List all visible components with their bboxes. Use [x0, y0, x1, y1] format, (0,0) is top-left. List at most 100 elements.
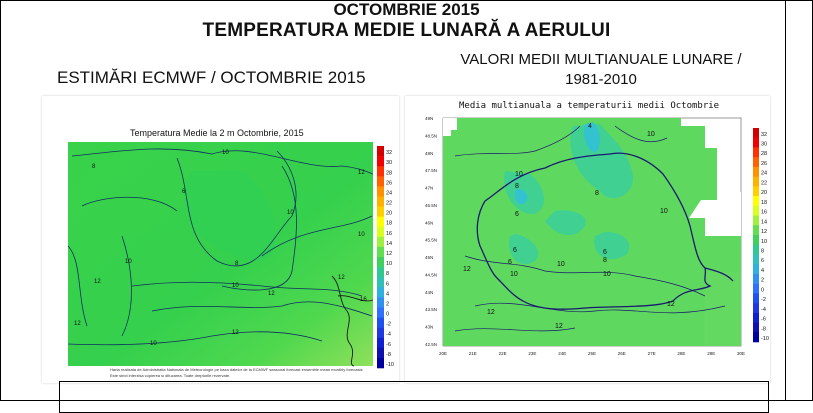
ecmwf-contour-label: 8 — [235, 261, 239, 267]
colorbar-label: 28 — [386, 170, 392, 176]
colorbar-swatch — [753, 312, 759, 323]
colorbar-label: 10 — [761, 239, 767, 245]
colorbar-label: -4 — [761, 307, 766, 313]
clim-contour-label: 8 — [515, 183, 519, 190]
clim-contour-label: 10 — [557, 261, 565, 268]
colorbar-label: 20 — [761, 190, 767, 196]
ecmwf-contour-label: 12 — [358, 170, 365, 176]
colorbar-label: 16 — [761, 210, 767, 216]
colorbar-label: 26 — [386, 180, 392, 186]
lon-ticks: 20E 21E 22E 23E 24E 25E 26E 27E 28E 29E 30E — [439, 351, 745, 356]
clim-contour-label: 6 — [603, 249, 607, 256]
colorbar-label: -10 — [761, 336, 769, 342]
colorbar-swatch — [377, 246, 384, 258]
colorbar-label: 14 — [386, 241, 392, 247]
colorbar-label: 18 — [761, 200, 767, 206]
clim-contour-label: 8 — [595, 190, 599, 197]
lon-tick-label: 21E — [469, 351, 477, 356]
ecmwf-contour-label: 10 — [150, 341, 157, 347]
colorbar-swatch — [753, 166, 759, 177]
clim-contour-label: 12 — [667, 301, 675, 308]
clim-contour-label: 10 — [515, 171, 523, 178]
lat-tick-label: 49N — [425, 116, 433, 121]
colorbar-label: 8 — [761, 249, 764, 255]
colorbar-label: -8 — [761, 326, 766, 332]
colorbar-swatch — [753, 254, 759, 265]
lat-tick-label: 48.5N — [425, 133, 437, 138]
clim-contour-label: 10 — [603, 271, 611, 278]
colorbar-swatch — [377, 206, 384, 217]
colorbar-label: 8 — [386, 271, 389, 277]
ecmwf-footnote-2: Este strict interzisa copierea si difuza… — [110, 373, 231, 378]
lon-tick-label: 29E — [707, 351, 715, 356]
lon-tick-label: 28E — [677, 351, 685, 356]
climatology-map-title: Media multianuala a temperaturii medii O… — [459, 101, 720, 111]
no-data-nw — [443, 118, 457, 136]
colorbar-swatch — [753, 322, 759, 333]
climatology-contour-labels: 4 10 10 8 6 10 8 10 6 6 8 10 6 12 10 12 … — [463, 123, 675, 330]
colorbar-swatch — [377, 236, 384, 248]
left-heading: ESTIMĂRI ECMWF / OCTOMBRIE 2015 — [57, 68, 366, 87]
lat-tick-label: 42.5N — [425, 342, 437, 347]
ecmwf-contour-label: 10 — [222, 150, 229, 156]
colorbar-label: 18 — [386, 221, 392, 227]
colorbar-swatch — [377, 216, 384, 228]
colorbar-swatch — [377, 146, 384, 157]
ecmwf-contour-label: 10 — [358, 232, 365, 238]
bottom-text-box — [59, 381, 769, 413]
ecmwf-contour-label: 12 — [338, 275, 345, 281]
colorbar-swatch — [753, 196, 759, 207]
right-heading-line2: 1981-2010 — [565, 71, 637, 88]
ecmwf-contour-label: 12 — [232, 330, 239, 336]
colorbar-swatch — [753, 128, 759, 139]
colorbar-swatch — [753, 215, 759, 226]
lat-tick-label: 47.5N — [425, 168, 437, 173]
lat-tick-label: 44.5N — [425, 272, 437, 277]
ecmwf-contour-labels: 8 10 6 8 10 12 10 12 12 10 12 16 10 12 1… — [74, 150, 367, 347]
colorbar-swatch — [753, 186, 759, 197]
colorbar-swatch — [753, 235, 759, 246]
colorbar-swatch — [377, 166, 384, 177]
cool-area — [185, 171, 276, 261]
lat-tick-label: 44N — [425, 290, 433, 295]
ecmwf-map: 8 10 6 8 10 12 10 12 12 10 12 16 10 12 1… — [67, 142, 394, 369]
ecmwf-contour-label: 12 — [94, 279, 101, 285]
colorbar-label: 12 — [386, 251, 392, 257]
colorbar-swatch — [753, 332, 759, 343]
colorbar-swatch — [377, 156, 384, 167]
colorbar-swatch — [753, 303, 759, 314]
clim-contour-label: 10 — [510, 271, 518, 278]
lon-tick-label: 24E — [558, 351, 566, 356]
ecmwf-map-title: Temperatura Medie la 2 m Octombrie, 2015 — [130, 128, 304, 138]
colorbar-label: 0 — [761, 287, 764, 293]
right-divider — [785, 0, 786, 401]
lon-tick-label: 23E — [528, 351, 536, 356]
right-heading: VALORI MEDII MULTIANUALE LUNARE / 1981-2… — [436, 50, 766, 90]
colorbar-swatch — [377, 307, 384, 318]
coastline — [331, 275, 374, 367]
climatology-map: 4 10 10 8 6 10 8 10 6 6 8 10 6 12 10 12 … — [425, 116, 769, 356]
ecmwf-map-panel: Temperatura Medie la 2 m Octombrie, 2015 — [42, 96, 399, 383]
ecmwf-contour-label: 12 — [74, 321, 81, 327]
colorbar-label: 6 — [386, 281, 389, 287]
colorbar-label: -6 — [761, 317, 766, 323]
colorbar-swatch — [377, 196, 384, 207]
colorbar-swatch — [377, 186, 384, 197]
colorbar-label: 20 — [386, 211, 392, 217]
lat-tick-label: 48N — [425, 151, 433, 156]
lat-tick-label: 46.5N — [425, 203, 437, 208]
lat-tick-label: 45.5N — [425, 238, 437, 243]
coldest-patches — [514, 122, 600, 205]
clim-contour-label: 4 — [588, 123, 592, 130]
colorbar-label: -4 — [386, 332, 391, 338]
colorbar-label: 4 — [761, 268, 764, 274]
colorbar-swatch — [377, 297, 384, 308]
clim-contour-label: 6 — [508, 259, 512, 266]
colorbar-label: 10 — [386, 261, 392, 267]
title-line2: TEMPERATURA MEDIE LUNARĂ A AERULUI — [202, 20, 611, 41]
colorbar-label: 24 — [761, 171, 767, 177]
clim-contour-label: 12 — [463, 266, 471, 273]
lon-tick-label: 27E — [648, 351, 656, 356]
